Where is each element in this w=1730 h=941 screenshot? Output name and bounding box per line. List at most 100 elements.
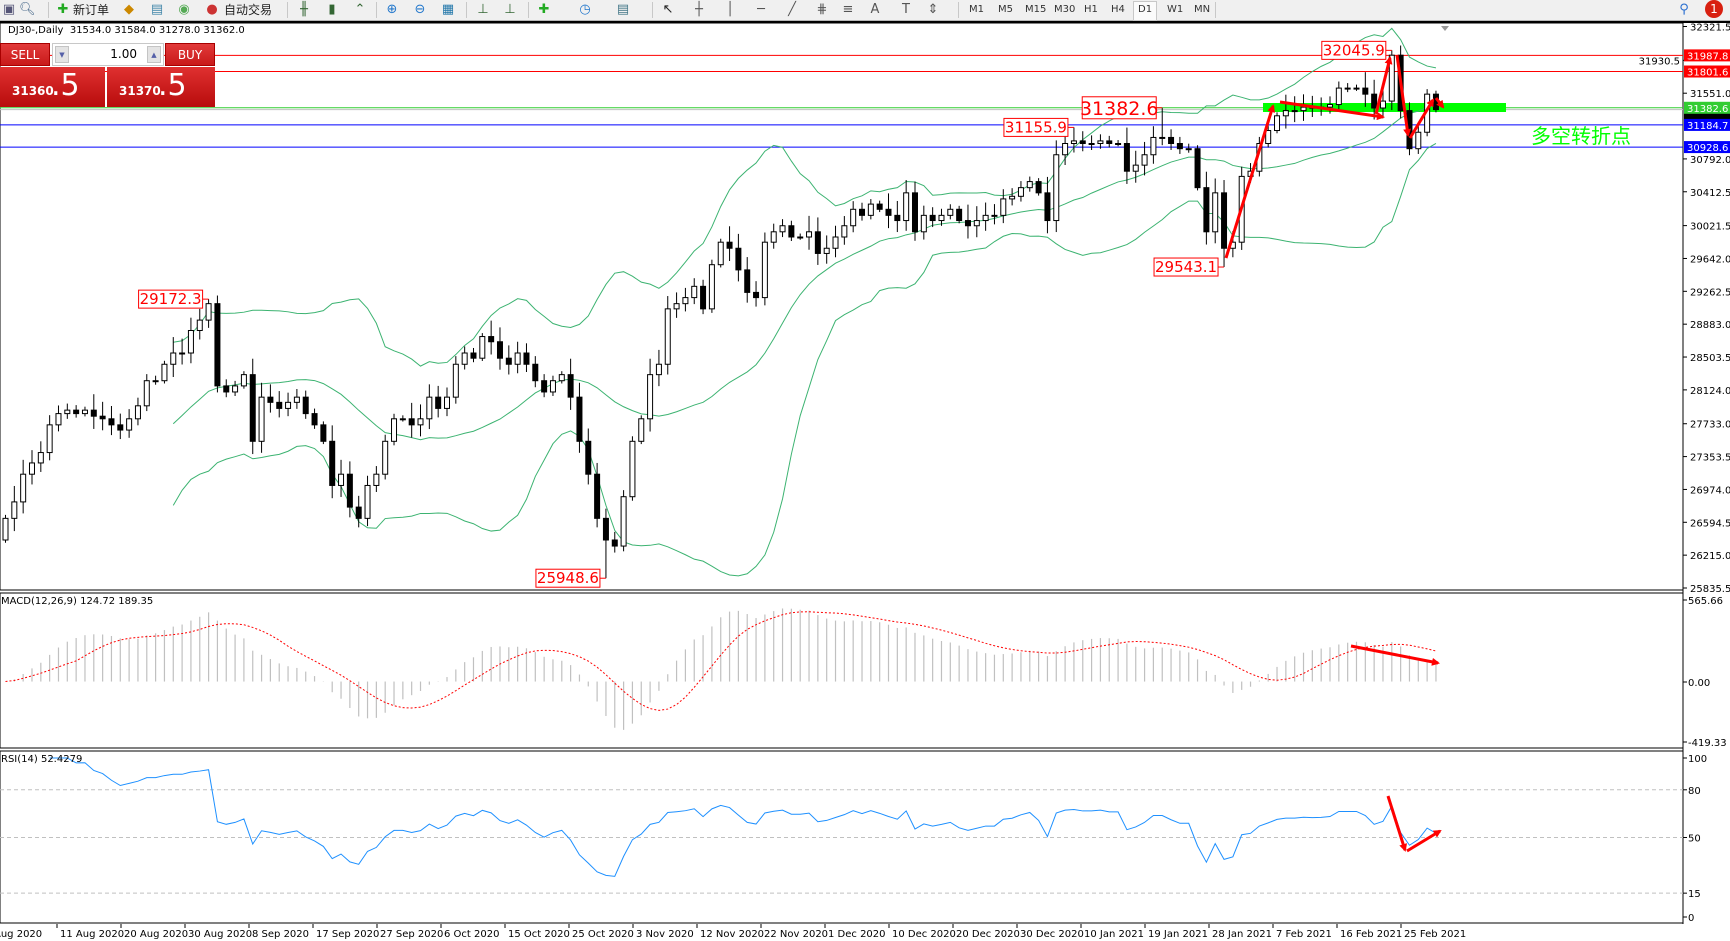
candle-body — [744, 269, 751, 293]
candle — [585, 428, 592, 485]
sell-price-button[interactable]: 31360 .5 — [0, 67, 105, 107]
candle — [399, 415, 406, 422]
notifications-badge[interactable]: 1 — [1705, 0, 1723, 18]
zoom-out-icon[interactable]: ⊖ — [414, 2, 426, 17]
lot-increase-button[interactable]: ▲ — [147, 46, 161, 63]
text-icon[interactable]: A — [870, 2, 880, 17]
level-price-label-bg — [1684, 65, 1730, 78]
timeframe-h1[interactable]: H1 — [1084, 4, 1098, 15]
arrow-line — [1350, 644, 1440, 666]
trendline-icon[interactable]: ╱ — [788, 2, 796, 17]
candle — [523, 343, 530, 373]
extreme-label-box — [535, 568, 601, 588]
timeframe-m5[interactable]: M5 — [998, 4, 1013, 15]
timeframe-m15[interactable]: M15 — [1025, 4, 1047, 15]
buy-price-button[interactable]: 31370 .5 — [107, 67, 215, 107]
timeframe-w1[interactable]: W1 — [1167, 4, 1184, 15]
arrows-icon[interactable]: ⇕ — [927, 2, 939, 17]
candle-body — [797, 236, 804, 239]
candle — [1344, 83, 1351, 93]
time-tick-label: 12 Nov 2020 — [700, 929, 764, 940]
candle-body — [717, 241, 724, 266]
tile-windows-icon[interactable]: ▦ — [441, 2, 455, 17]
market-watch-icon[interactable]: ◆ — [124, 2, 134, 17]
new-order-icon[interactable]: ✚ — [57, 2, 69, 17]
candle — [514, 341, 521, 374]
candle-body — [514, 352, 521, 365]
lot-size-stepper[interactable]: ▼ 1.00 ▲ — [52, 43, 164, 66]
candle-body — [876, 203, 883, 210]
timeframe-m1[interactable]: M1 — [969, 4, 984, 15]
candle-body — [956, 208, 963, 222]
cursor-icon[interactable]: ↖ — [662, 2, 674, 17]
auto-trading-button[interactable]: 自动交易 — [224, 3, 273, 17]
timeframe-m30[interactable]: M30 — [1054, 4, 1076, 15]
candle — [850, 201, 857, 233]
timeframe-d1[interactable]: D1 — [1133, 1, 1158, 21]
zoom-window-icon[interactable]: 🔍︎ — [19, 2, 36, 17]
candle-body — [664, 308, 671, 365]
auto-scroll-icon[interactable]: ⊥ — [477, 2, 489, 17]
vertical-line-icon[interactable]: │ — [726, 2, 734, 17]
candle-body — [929, 214, 936, 222]
candle-body — [338, 473, 345, 486]
data-window-icon[interactable]: ▤ — [150, 2, 164, 17]
signals-icon[interactable]: ◉ — [178, 2, 190, 17]
chart-header: DJ30-,Daily 31534.0 31584.0 31278.0 3136… — [8, 25, 245, 36]
timeframe-h4[interactable]: H4 — [1111, 4, 1125, 15]
bar-chart-icon[interactable]: ╫ — [300, 2, 308, 17]
horizontal-line-icon[interactable]: ─ — [757, 2, 765, 17]
candlestick-icon[interactable]: ▮ — [328, 2, 336, 17]
candle — [1097, 134, 1104, 149]
candle-body — [1009, 195, 1016, 200]
candle-body — [700, 285, 707, 310]
sell-button[interactable]: SELL — [0, 43, 50, 66]
lot-decrease-button[interactable]: ▼ — [55, 46, 69, 63]
timeframe-mn[interactable]: MN — [1194, 4, 1211, 15]
extreme-label: 32045.9 — [1323, 41, 1385, 59]
chart-shift-icon[interactable]: ⊥ — [504, 2, 516, 17]
candle — [46, 415, 53, 461]
candle-body — [602, 517, 609, 541]
candle-body — [505, 357, 512, 365]
templates-icon[interactable]: ▤ — [616, 2, 630, 17]
candle-body — [947, 208, 954, 216]
periods-icon[interactable]: ◷ — [579, 2, 591, 17]
extreme-label: 29543.1 — [1155, 258, 1217, 276]
candle-body — [859, 208, 866, 216]
candle-body — [435, 396, 442, 409]
candle-body — [126, 418, 133, 431]
lot-size-input[interactable]: 1.00 — [110, 47, 137, 61]
candle-body — [1000, 198, 1007, 216]
fibo-levels-icon[interactable]: ≡ — [842, 2, 854, 17]
candle — [779, 219, 786, 238]
line-chart-icon[interactable]: ⌃ — [354, 2, 366, 17]
crosshair-icon[interactable]: ┼ — [695, 2, 703, 17]
fibonacci-icon[interactable]: ⋕ — [816, 2, 828, 17]
rsi-title: RSI(14) 52.4279 — [1, 754, 82, 765]
new-order-button[interactable]: 新订单 — [73, 3, 110, 17]
candle — [753, 281, 760, 307]
candle-body — [1097, 140, 1104, 145]
candle — [1150, 126, 1157, 164]
candle — [1017, 181, 1024, 202]
candle — [867, 199, 874, 220]
candle — [28, 450, 35, 485]
level-price-label-bg — [1684, 49, 1730, 62]
profiles-icon[interactable]: ▣ — [2, 2, 16, 17]
text-label-icon[interactable]: T — [902, 2, 910, 17]
price-tick-label: 31551.0 — [1690, 89, 1730, 100]
time-tick-label: 22 Nov 2020 — [764, 929, 828, 940]
chart-shift-marker[interactable] — [1441, 26, 1449, 31]
auto-trading-icon[interactable]: ● — [206, 2, 218, 17]
candle — [1221, 180, 1228, 268]
candle-body — [46, 424, 53, 454]
buy-button[interactable]: BUY — [165, 43, 215, 66]
indicators-icon[interactable]: ✚ — [538, 2, 550, 17]
price-tick-label: 28124.0 — [1690, 386, 1730, 397]
buy-price-pips: .5 — [158, 68, 187, 103]
search-icon[interactable]: ⚲ — [1679, 2, 1689, 17]
zoom-in-icon[interactable]: ⊕ — [386, 2, 398, 17]
candle-body — [991, 214, 998, 217]
